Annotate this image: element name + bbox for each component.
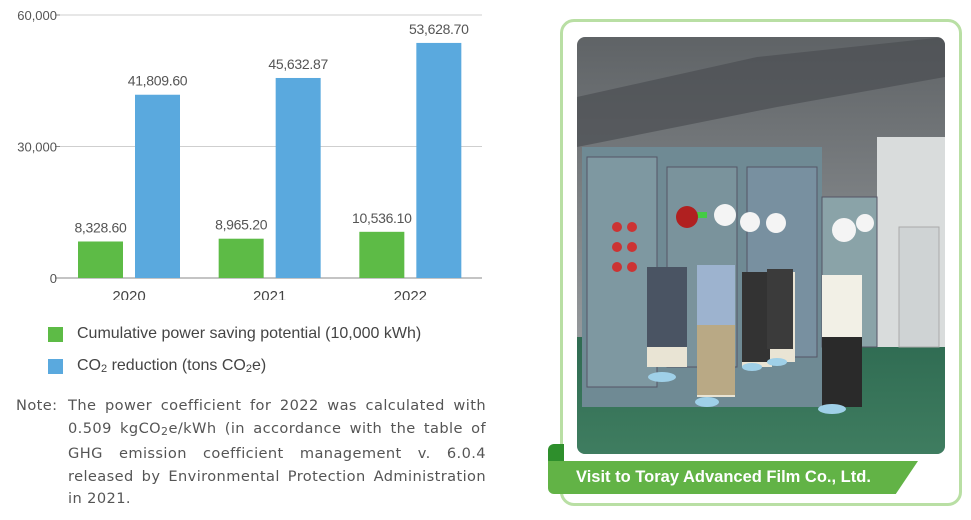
bar [359, 231, 405, 278]
legend-swatch-blue [48, 358, 63, 374]
bar [135, 94, 180, 278]
legend-swatch-green [48, 326, 63, 342]
y-tick-label: 60,000 [17, 8, 57, 23]
data-label: 8,965.20 [215, 217, 268, 233]
legend-item-co2: CO2 reduction (tons CO2e) [48, 357, 488, 375]
legend-label-co2: CO2 reduction (tons CO2e) [77, 357, 267, 375]
bar-chart: 0 30,000 60,000 8,328.60 41,809.60 2020 8,965.… [0, 0, 500, 300]
data-label: 45,632.87 [268, 56, 328, 72]
site-visit-photo [577, 37, 945, 454]
note-text: The power coefficient for 2022 was calcu… [68, 397, 486, 507]
chart-svg: 0 30,000 60,000 8,328.60 41,809.60 2020 8,965.… [17, 8, 482, 300]
data-label: 8,328.60 [74, 219, 127, 235]
data-label: 10,536.10 [352, 210, 412, 226]
bar [416, 42, 462, 278]
x-tick-label: 2021 [253, 288, 286, 300]
note-heading: Note: [16, 397, 58, 414]
legend-item-power: Cumulative power saving potential (10,00… [48, 325, 488, 343]
x-tick-label: 2022 [394, 288, 427, 300]
site-visit-illustration [577, 37, 945, 454]
y-tick-label: 0 [50, 271, 57, 286]
caption-tab [548, 444, 564, 466]
photo-caption: Visit to Toray Advanced Film Co., Ltd. [548, 461, 918, 494]
data-label: 53,628.70 [409, 21, 469, 37]
bar [275, 77, 321, 278]
x-tick-label: 2020 [112, 288, 145, 300]
data-label: 41,809.60 [128, 73, 188, 89]
legend-label-power: Cumulative power saving potential (10,00… [77, 325, 422, 342]
bar [218, 238, 264, 278]
y-tick-label: 30,000 [17, 140, 57, 155]
bar [78, 241, 123, 278]
